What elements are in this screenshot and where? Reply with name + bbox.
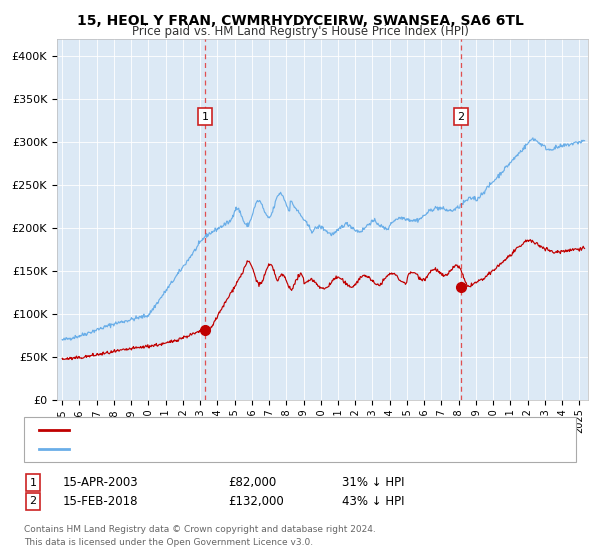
Text: 15-FEB-2018: 15-FEB-2018 xyxy=(63,494,139,508)
Text: Price paid vs. HM Land Registry's House Price Index (HPI): Price paid vs. HM Land Registry's House … xyxy=(131,25,469,38)
Text: 1: 1 xyxy=(202,111,209,122)
Text: £132,000: £132,000 xyxy=(228,494,284,508)
Text: This data is licensed under the Open Government Licence v3.0.: This data is licensed under the Open Gov… xyxy=(24,538,313,547)
Text: 15, HEOL Y FRAN, CWMRHYDYCEIRW, SWANSEA, SA6 6TL: 15, HEOL Y FRAN, CWMRHYDYCEIRW, SWANSEA,… xyxy=(77,14,523,28)
Text: 31% ↓ HPI: 31% ↓ HPI xyxy=(342,476,404,489)
Text: 43% ↓ HPI: 43% ↓ HPI xyxy=(342,494,404,508)
Text: 15-APR-2003: 15-APR-2003 xyxy=(63,476,139,489)
Text: 2: 2 xyxy=(29,496,37,506)
Text: 1: 1 xyxy=(29,478,37,488)
Text: £82,000: £82,000 xyxy=(228,476,276,489)
Text: 2: 2 xyxy=(457,111,464,122)
Text: 15, HEOL Y FRAN, CWMRHYDYCEIRW, SWANSEA, SA6 6TL (detached house): 15, HEOL Y FRAN, CWMRHYDYCEIRW, SWANSEA,… xyxy=(75,424,487,435)
Text: HPI: Average price, detached house, Swansea: HPI: Average price, detached house, Swan… xyxy=(75,445,326,455)
Text: Contains HM Land Registry data © Crown copyright and database right 2024.: Contains HM Land Registry data © Crown c… xyxy=(24,525,376,534)
